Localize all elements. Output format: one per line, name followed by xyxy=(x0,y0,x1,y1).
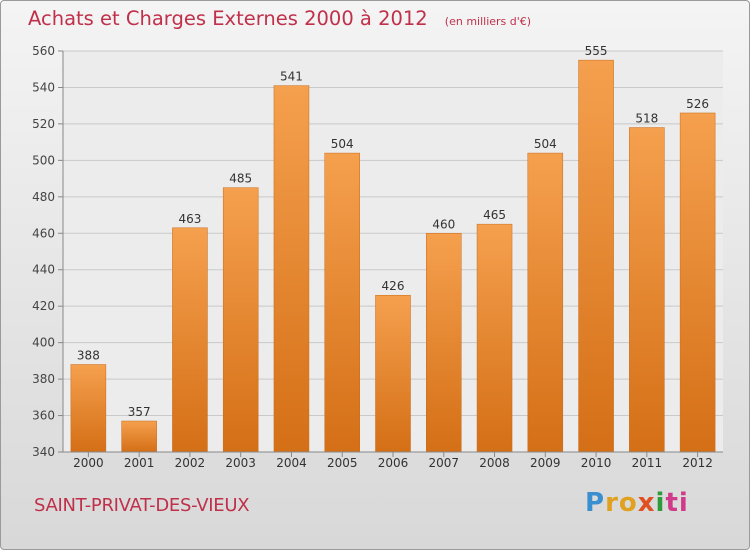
bar xyxy=(476,223,513,453)
x-tick-label: 2000 xyxy=(73,456,104,470)
x-tick-label: 2002 xyxy=(175,456,206,470)
x-tick-label: 2010 xyxy=(581,456,612,470)
data-label: 460 xyxy=(432,217,455,231)
data-label: 541 xyxy=(280,70,303,84)
data-label: 388 xyxy=(77,349,100,363)
y-tick-label: 500 xyxy=(32,153,55,167)
bar xyxy=(527,152,564,453)
bar xyxy=(375,294,411,453)
x-tick-label: 2008 xyxy=(479,456,510,470)
data-label: 465 xyxy=(483,208,506,222)
y-tick-label: 360 xyxy=(32,409,55,423)
bar xyxy=(426,233,462,453)
data-labels: 388 357 463 485 541 504 426 460 465 504 555 518 526 xyxy=(77,44,709,419)
logo-part: P xyxy=(585,488,606,518)
logo-part: ti xyxy=(665,488,689,518)
x-axis: 2000 2001 2002 2003 2004 2005 2006 2007 2008 2009… xyxy=(63,451,723,470)
y-tick-label: 520 xyxy=(32,117,55,131)
bar xyxy=(629,127,665,453)
x-tick-label: 2003 xyxy=(225,456,256,470)
y-tick-label: 460 xyxy=(32,226,55,240)
bar xyxy=(121,420,157,453)
bar xyxy=(324,152,360,453)
data-label: 504 xyxy=(534,137,557,151)
y-tick-label: 440 xyxy=(32,263,55,277)
data-label: 518 xyxy=(635,112,658,126)
y-tick-label: 480 xyxy=(32,190,55,204)
bar xyxy=(70,364,107,453)
chart-title: Achats et Charges Externes 2000 à 2012 xyxy=(28,7,428,30)
y-tick-label: 400 xyxy=(32,336,55,350)
data-label: 555 xyxy=(585,44,608,58)
data-label: 504 xyxy=(331,137,354,151)
x-tick-label: 2007 xyxy=(428,456,459,470)
bars xyxy=(70,59,716,453)
bar xyxy=(578,59,614,453)
x-tick-label: 2009 xyxy=(530,456,561,470)
data-label: 485 xyxy=(229,172,252,186)
y-axis: 340 360 380 400 420 440 460 480 500 520 540 560 xyxy=(32,44,64,459)
chart-unit: (en milliers d'€) xyxy=(444,15,532,28)
commune-name: SAINT-PRIVAT-DES-VIEUX xyxy=(34,495,250,516)
x-tick-label: 2011 xyxy=(632,456,663,470)
proxiti-logo: Proxiti xyxy=(585,488,689,518)
y-tick-label: 420 xyxy=(32,299,55,313)
x-tick-label: 2005 xyxy=(327,456,358,470)
y-tick-label: 380 xyxy=(32,372,55,386)
bar xyxy=(273,85,310,453)
logo-part: ro xyxy=(605,488,638,518)
logo-part: x xyxy=(637,488,656,518)
bar xyxy=(679,112,716,453)
data-label: 463 xyxy=(178,212,201,226)
logo-part: i xyxy=(655,488,666,518)
x-tick-label: 2004 xyxy=(276,456,307,470)
x-tick-label: 2001 xyxy=(124,456,155,470)
x-tick-label: 2006 xyxy=(378,456,409,470)
data-label: 526 xyxy=(686,97,709,111)
data-label: 426 xyxy=(382,279,405,293)
bar xyxy=(222,187,259,453)
bar xyxy=(172,227,208,453)
y-tick-label: 340 xyxy=(32,445,55,459)
y-tick-label: 560 xyxy=(32,44,55,58)
title-row: Achats et Charges Externes 2000 à 2012 (… xyxy=(28,7,531,30)
x-tick-label: 2012 xyxy=(682,456,713,470)
y-tick-label: 540 xyxy=(32,80,55,94)
data-label: 357 xyxy=(128,405,151,419)
